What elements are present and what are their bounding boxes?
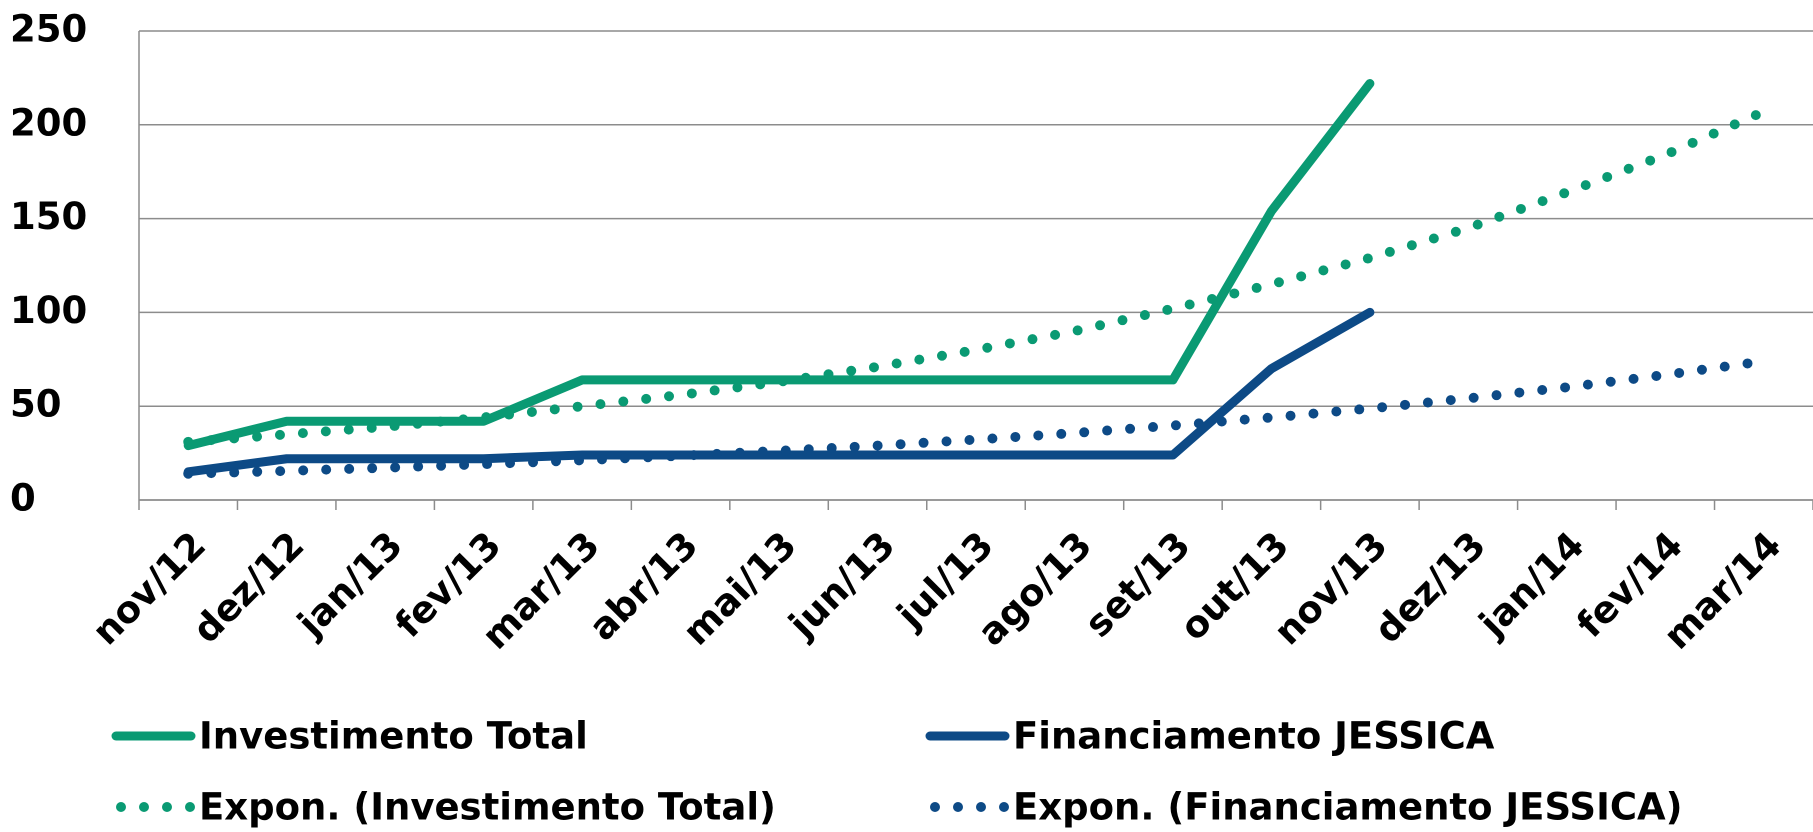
x-tick-label: jan/13	[288, 523, 411, 646]
series-line	[183, 307, 1375, 477]
x-tick-label: nov/12	[84, 523, 214, 653]
series-line	[183, 106, 1769, 447]
x-tick-label: jun/13	[779, 523, 903, 647]
y-tick-label: 150	[10, 195, 87, 238]
y-tick-label: 250	[10, 8, 87, 51]
x-tick-label: dez/13	[1366, 523, 1494, 651]
legend-label: Expon. (Financiamento JESSICA)	[1013, 786, 1683, 829]
x-tick-label: dez/12	[184, 523, 312, 651]
series-line	[183, 356, 1769, 479]
legend-label: Expon. (Investimento Total)	[199, 786, 776, 829]
series-line	[183, 79, 1375, 451]
y-tick-label: 200	[10, 101, 87, 144]
legend-label: Investimento Total	[199, 715, 588, 758]
legend-label: Financiamento JESSICA	[1013, 715, 1495, 758]
y-tick-label: 0	[10, 477, 36, 520]
x-tick-label: jan/14	[1470, 523, 1593, 646]
y-tick-label: 50	[10, 383, 62, 426]
y-tick-label: 100	[10, 289, 87, 332]
